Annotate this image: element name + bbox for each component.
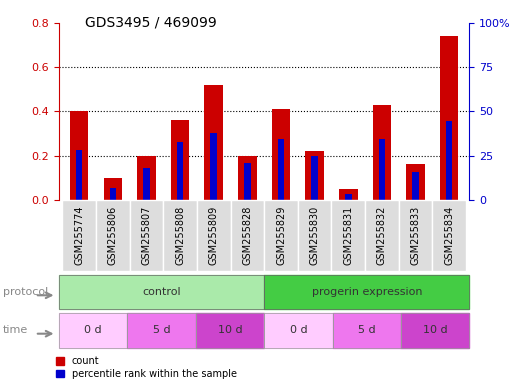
FancyBboxPatch shape [399,200,432,271]
Text: protocol: protocol [3,287,48,297]
FancyBboxPatch shape [298,200,331,271]
Text: 5 d: 5 d [358,325,376,335]
Bar [446,121,452,200]
Text: GSM255829: GSM255829 [276,205,286,265]
Text: GSM255830: GSM255830 [310,205,320,265]
Text: GSM255828: GSM255828 [242,205,252,265]
Bar [238,156,256,200]
Bar [171,120,189,200]
Bar [440,36,459,200]
FancyBboxPatch shape [96,200,130,271]
Bar [110,187,116,200]
Text: GSM255806: GSM255806 [108,205,118,265]
Bar [345,194,351,200]
Text: GSM255774: GSM255774 [74,205,84,265]
Bar [412,172,419,200]
Bar [143,168,150,200]
Text: GSM255832: GSM255832 [377,205,387,265]
FancyBboxPatch shape [63,200,96,271]
Bar [406,164,425,200]
Bar [210,134,217,200]
Bar [177,142,183,200]
Bar [311,156,318,200]
Bar [272,109,290,200]
Text: GSM255833: GSM255833 [410,205,421,265]
FancyBboxPatch shape [230,200,264,271]
Bar [339,189,358,200]
Bar [137,156,156,200]
Bar [372,105,391,200]
Text: 5 d: 5 d [153,325,170,335]
Text: progerin expression: progerin expression [311,287,422,297]
FancyBboxPatch shape [163,200,197,271]
Text: 0 d: 0 d [84,325,102,335]
Text: GSM255807: GSM255807 [142,205,151,265]
Text: 0 d: 0 d [289,325,307,335]
Bar [379,139,385,200]
FancyBboxPatch shape [432,200,466,271]
Text: GSM255834: GSM255834 [444,205,454,265]
Text: control: control [142,287,181,297]
FancyBboxPatch shape [197,200,230,271]
Text: 10 d: 10 d [423,325,447,335]
Legend: count, percentile rank within the sample: count, percentile rank within the sample [56,356,236,379]
FancyBboxPatch shape [130,200,163,271]
Bar [205,85,223,200]
Text: GSM255831: GSM255831 [343,205,353,265]
Bar [244,163,251,200]
FancyBboxPatch shape [264,200,298,271]
FancyBboxPatch shape [365,200,399,271]
FancyBboxPatch shape [331,200,365,271]
Bar [278,139,284,200]
Text: 10 d: 10 d [218,325,242,335]
Bar [104,178,122,200]
Text: GDS3495 / 469099: GDS3495 / 469099 [85,15,216,29]
Text: GSM255808: GSM255808 [175,205,185,265]
Bar [305,151,324,200]
Text: GSM255809: GSM255809 [209,205,219,265]
Bar [70,111,88,200]
Bar [76,150,83,200]
Text: time: time [3,325,28,335]
